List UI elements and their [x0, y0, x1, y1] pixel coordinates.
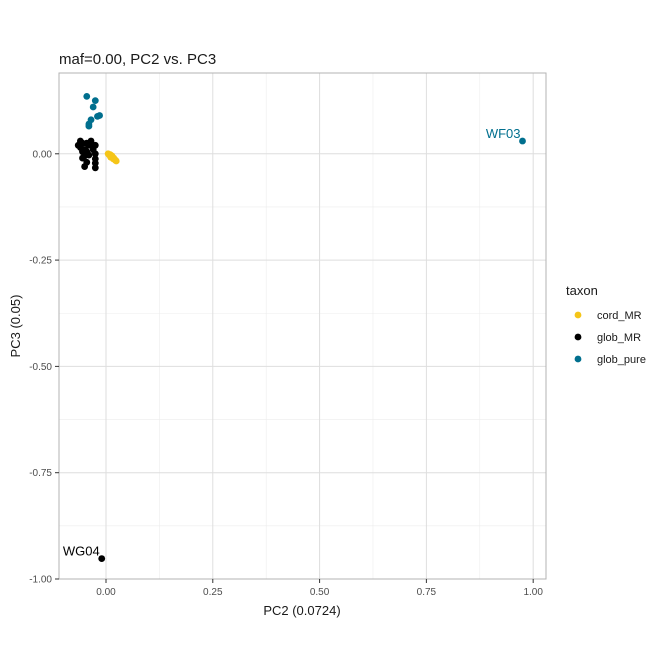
legend-marker: [574, 333, 582, 341]
point-glob-pure: [91, 97, 99, 105]
point-glob-mr: [91, 164, 99, 172]
legend-marker: [574, 311, 582, 319]
legend-label: glob_pure: [597, 354, 646, 366]
x-tick-label: 0.25: [203, 587, 223, 598]
plot-panel-border: [58, 72, 547, 580]
point-glob-mr: [79, 148, 86, 156]
x-tick-label: 0.50: [310, 587, 330, 598]
point-glob-pure: [89, 103, 97, 111]
major-gridlines: [59, 73, 546, 580]
x-tick-label: 0.00: [96, 587, 116, 598]
point-glob-mr: [89, 146, 97, 153]
legend: taxon cord_MR glob_MR glob_pure: [566, 283, 646, 366]
point-glob-mr: [81, 163, 89, 170]
point-glob-mr: [87, 137, 95, 145]
point-cord-mr: [109, 155, 117, 163]
point-glob-pure: [85, 122, 93, 130]
point-label-wf03: WF03: [486, 126, 521, 141]
chart-title: maf=0.00, PC2 vs. PC3: [59, 51, 216, 68]
y-tick-label: -1.00: [29, 575, 52, 586]
point-glob-pure: [94, 112, 101, 120]
legend-title: taxon: [566, 283, 598, 298]
legend-key-glob-pure: glob_pure: [574, 354, 646, 366]
legend-label: cord_MR: [597, 310, 642, 322]
point-label-wg04: WG04: [63, 544, 100, 559]
x-axis-title: PC2 (0.0724): [263, 603, 340, 618]
x-tick-label: 1.00: [523, 587, 543, 598]
point-glob-mr: [98, 555, 106, 562]
point-glob-mr: [79, 154, 86, 162]
point-annotations: WF03 WG04: [63, 126, 521, 559]
point-glob-pure: [83, 92, 91, 100]
x-tick-label: 0.75: [417, 587, 437, 598]
legend-label: glob_MR: [597, 332, 641, 344]
legend-key-glob-mr: glob_MR: [574, 332, 641, 344]
point-glob-mr: [85, 151, 93, 159]
axis-ticks: 0.00 0.25 0.50 0.75 1.00 0.00 -0.25 -0.50 -0.75 -…: [29, 149, 543, 598]
y-tick-label: 0.00: [33, 149, 53, 160]
point-glob-mr: [91, 159, 99, 167]
legend-key-cord-mr: cord_MR: [574, 310, 642, 322]
y-tick-label: -0.75: [29, 468, 52, 479]
y-tick-label: -0.50: [29, 362, 52, 373]
data-points: [74, 92, 526, 562]
y-tick-label: -0.25: [29, 256, 52, 267]
point-glob-pure: [519, 137, 526, 145]
minor-gridlines: [59, 73, 546, 579]
legend-marker: [574, 355, 582, 363]
y-axis-title: PC3 (0.05): [8, 295, 23, 358]
